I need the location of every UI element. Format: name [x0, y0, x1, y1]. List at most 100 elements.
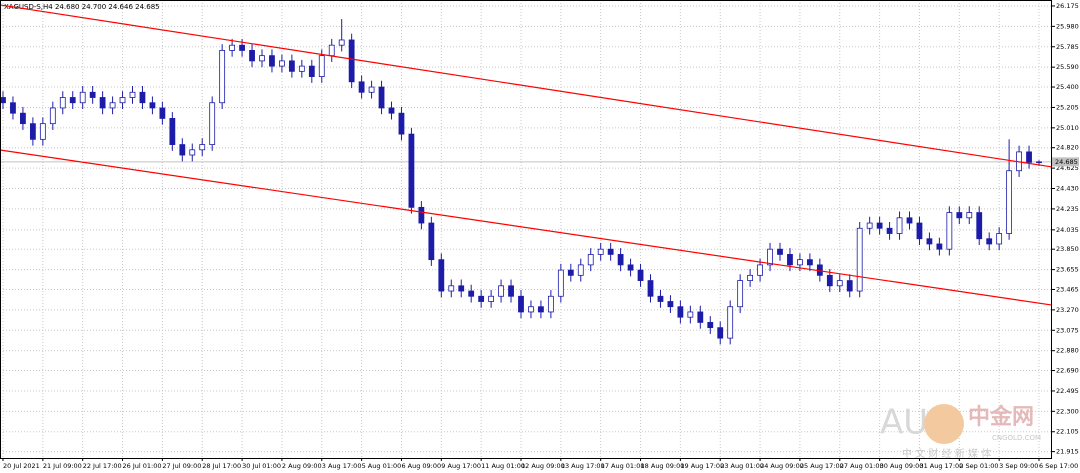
candle-body	[468, 290, 475, 297]
x-tick-label: 3 Aug 17:00	[322, 462, 362, 470]
candle-body	[338, 39, 345, 46]
y-tick-label: 25.785	[1056, 43, 1079, 51]
x-tick-label: 19 Aug 17:00	[680, 462, 724, 470]
candle-body	[996, 233, 1003, 245]
candle-body	[667, 301, 674, 308]
candle-body	[149, 102, 156, 109]
candle-body	[597, 248, 604, 255]
y-tick-label: 25.400	[1056, 83, 1079, 91]
y-tick-label: 25.590	[1056, 63, 1079, 71]
y-tick-label: 26.175	[1056, 2, 1079, 10]
y-tick-label: 22.880	[1056, 347, 1079, 355]
candle-body	[49, 107, 56, 125]
y-tick-label: 24.235	[1056, 205, 1079, 213]
x-tick-label: 26 Jul 01:00	[123, 462, 162, 470]
candle-body	[846, 280, 853, 292]
candle-body	[876, 222, 883, 229]
candle-body	[976, 212, 983, 240]
chart-title: XAGUSD-S,H4 24.680 24.700 24.646 24.685	[4, 3, 160, 11]
y-tick-label: 23.465	[1056, 285, 1079, 293]
candle-body	[717, 327, 724, 339]
x-tick-label: 30 Aug 09:00	[880, 462, 924, 470]
y-tick-label: 22.300	[1056, 407, 1079, 415]
y-tick-label: 24.820	[1056, 144, 1079, 152]
trend-line	[0, 149, 1053, 306]
x-tick-label: 21 Jul 09:00	[43, 462, 82, 470]
candle-body	[617, 254, 624, 266]
candle-body	[189, 149, 196, 156]
watermark-site: CNGOLD.COM	[992, 434, 1041, 442]
trend-line	[0, 4, 1053, 168]
candle-body	[528, 306, 534, 313]
candle-body	[797, 259, 803, 266]
y-tick-label: 23.655	[1056, 266, 1079, 274]
x-tick-label: 31 Aug 17:00	[919, 462, 963, 470]
candle-body	[787, 254, 793, 266]
candle-body	[259, 55, 265, 62]
candle-body	[906, 217, 913, 224]
candle-body	[557, 269, 564, 297]
candle-body	[607, 248, 614, 255]
y-tick-label: 24.430	[1056, 185, 1079, 193]
x-tick-label: 28 Jul 17:00	[202, 462, 241, 470]
candle-body	[647, 280, 654, 297]
watermark-brand: 中金网	[968, 404, 1034, 430]
candle-body	[139, 91, 146, 104]
candle-body	[697, 311, 704, 323]
candle-body	[249, 50, 255, 62]
candle-body	[806, 259, 813, 266]
candle-body	[328, 44, 335, 57]
candle-body	[308, 65, 315, 77]
candle-body	[737, 280, 744, 308]
x-tick-label: 23 Aug 01:00	[720, 462, 764, 470]
candle-body	[1026, 151, 1032, 163]
candle-body	[199, 144, 206, 151]
candle-body	[348, 39, 355, 83]
candle-body	[627, 264, 634, 271]
candle-body	[69, 97, 76, 104]
price-label: 24.685	[1055, 158, 1078, 166]
x-tick-label: 30 Jul 01:00	[242, 462, 281, 470]
x-tick-label: 6 Aug 09:00	[401, 462, 441, 470]
candle-body	[856, 227, 863, 292]
candle-body	[577, 264, 584, 276]
candle-body	[747, 274, 754, 281]
candle-body	[368, 86, 375, 93]
y-tick-label: 24.035	[1056, 226, 1079, 234]
candle-body	[767, 248, 773, 266]
x-tick-label: 13 Aug 17:00	[561, 462, 605, 470]
candle-body	[986, 238, 993, 245]
candle-body	[318, 55, 325, 77]
candle-body	[229, 44, 236, 51]
y-tick-label: 23.075	[1056, 326, 1079, 334]
candle-body	[757, 264, 763, 276]
candle-body	[89, 91, 96, 98]
candle-body	[1006, 170, 1013, 234]
candle-body	[488, 295, 495, 302]
candle-body	[378, 86, 385, 109]
candle-body	[279, 60, 285, 67]
y-tick-label: 23.850	[1056, 245, 1079, 253]
candle-body	[358, 81, 365, 93]
y-tick-label: 25.010	[1056, 124, 1079, 132]
candle-body	[587, 254, 594, 266]
candle-body	[20, 112, 26, 125]
candle-body	[418, 206, 425, 224]
candle-body	[388, 107, 395, 114]
candle-body	[79, 91, 86, 104]
x-tick-label: 22 Jul 17:00	[83, 462, 122, 470]
x-tick-label: 24 Aug 09:00	[760, 462, 804, 470]
candle-body	[438, 259, 445, 292]
candle-body	[179, 144, 186, 156]
y-tick-label: 24.625	[1056, 164, 1079, 172]
candle-body	[1036, 161, 1042, 164]
candle-body	[169, 118, 176, 145]
candle-body	[547, 295, 554, 313]
candle-body	[896, 217, 903, 234]
candle-body	[946, 212, 953, 250]
candle-body	[119, 97, 126, 104]
x-tick-label: 27 Jul 09:00	[162, 462, 201, 470]
candle-body	[129, 91, 136, 98]
x-tick-label: 2 Aug 09:00	[282, 462, 322, 470]
